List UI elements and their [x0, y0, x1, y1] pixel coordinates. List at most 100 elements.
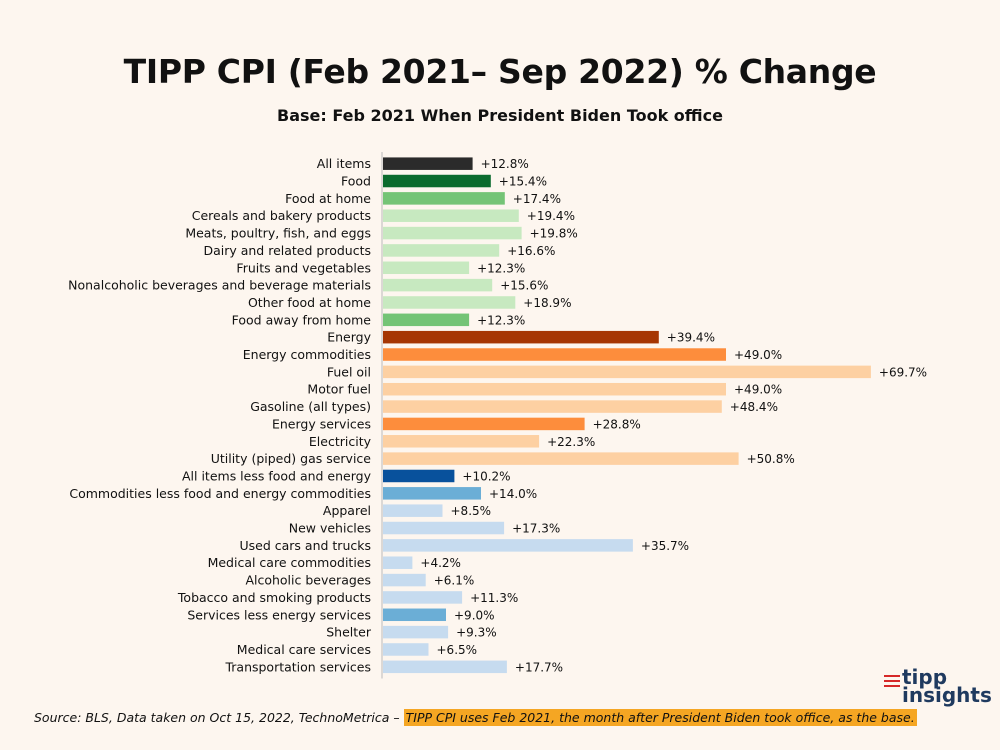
- chart-title: TIPP CPI (Feb 2021– Sep 2022) % Change: [123, 52, 877, 91]
- category-label: Tobacco and smoking products: [177, 590, 371, 605]
- bar: [383, 296, 516, 309]
- bar: [383, 435, 540, 448]
- bar: [383, 278, 493, 292]
- bar: [383, 573, 426, 587]
- value-label: +17.7%: [515, 660, 563, 674]
- value-label: +8.5%: [451, 504, 492, 518]
- value-label: +12.3%: [477, 313, 525, 327]
- category-label: Gasoline (all types): [250, 399, 371, 414]
- category-label: New vehicles: [289, 521, 371, 536]
- value-label: +11.3%: [470, 591, 518, 605]
- bar: [383, 400, 722, 413]
- value-label: +15.6%: [500, 279, 548, 293]
- bar: [383, 556, 413, 569]
- value-label: +14.0%: [489, 487, 537, 501]
- source-footer: Source: BLS, Data taken on Oct 15, 2022,…: [34, 709, 917, 726]
- category-label: Alcoholic beverages: [245, 573, 371, 588]
- value-label: +22.3%: [547, 435, 595, 449]
- value-label: +10.2%: [462, 469, 510, 483]
- bar: [383, 261, 470, 275]
- bar: [383, 487, 481, 500]
- bar: [383, 192, 505, 205]
- value-label: +6.5%: [437, 643, 478, 657]
- value-label: +17.3%: [512, 522, 560, 536]
- category-label: Shelter: [326, 625, 372, 640]
- bar: [383, 660, 507, 674]
- value-label: +12.3%: [477, 261, 525, 275]
- category-label: Used cars and trucks: [240, 538, 372, 553]
- category-label: Energy services: [272, 416, 371, 431]
- category-label: Cereals and bakery products: [192, 208, 371, 223]
- category-label: Other food at home: [248, 295, 371, 310]
- bar: [383, 330, 659, 344]
- category-label: Food away from home: [232, 312, 372, 327]
- bar: [383, 209, 519, 222]
- value-label: +15.4%: [499, 175, 547, 189]
- logo-word-insights: insights: [902, 683, 992, 707]
- value-label: +9.0%: [454, 608, 495, 622]
- bar: [383, 313, 470, 327]
- value-label: +6.1%: [434, 574, 475, 588]
- value-label: +12.8%: [481, 157, 529, 171]
- bar: [383, 157, 473, 170]
- value-label: +48.4%: [730, 400, 778, 414]
- value-label: +18.9%: [523, 296, 571, 310]
- bar: [383, 452, 739, 465]
- bar: [383, 365, 871, 379]
- value-label: +16.6%: [507, 244, 555, 258]
- bar: [383, 539, 633, 552]
- value-label: +49.0%: [734, 348, 782, 362]
- value-label: +35.7%: [641, 539, 689, 553]
- category-label: Fuel oil: [327, 364, 371, 379]
- bar: [383, 469, 455, 483]
- value-label: +49.0%: [734, 383, 782, 397]
- category-label: Utility (piped) gas service: [211, 451, 372, 466]
- value-label: +4.2%: [420, 556, 461, 570]
- bar: [383, 244, 500, 257]
- bar: [383, 348, 726, 361]
- chart-subtitle: Base: Feb 2021 When President Biden Took…: [277, 106, 723, 125]
- value-label: +50.8%: [747, 452, 795, 466]
- bar: [383, 521, 505, 535]
- source-highlight: TIPP CPI uses Feb 2021, the month after …: [403, 709, 917, 726]
- bar: [383, 625, 449, 639]
- category-label: Medical care services: [237, 642, 371, 657]
- bar: [383, 608, 446, 622]
- category-label: Dairy and related products: [203, 243, 371, 258]
- value-label: +28.8%: [593, 417, 641, 431]
- value-label: +9.3%: [456, 626, 497, 640]
- bar: [383, 226, 522, 240]
- value-label: +19.8%: [530, 227, 578, 241]
- bar: [383, 591, 463, 604]
- bar: [383, 382, 726, 396]
- value-label: +19.4%: [527, 209, 575, 223]
- source-text: Source: BLS, Data taken on Oct 15, 2022,…: [34, 710, 404, 725]
- category-label: Energy commodities: [243, 347, 371, 362]
- flag-icon: [884, 675, 900, 687]
- category-label: Food: [341, 174, 371, 189]
- value-label: +17.4%: [513, 192, 561, 206]
- category-label: Commodities less food and energy commodi…: [69, 486, 371, 501]
- bar: [383, 643, 429, 656]
- bar: [383, 504, 443, 517]
- category-label: All items less food and energy: [182, 468, 372, 483]
- category-label: Meats, poultry, fish, and eggs: [185, 226, 371, 241]
- category-label: Medical care commodities: [208, 555, 371, 570]
- category-label: Transportation services: [224, 659, 371, 674]
- value-label: +39.4%: [667, 331, 715, 345]
- category-label: Food at home: [285, 191, 371, 206]
- bar: [383, 417, 585, 431]
- category-label: Services less energy services: [187, 607, 371, 622]
- bar: [383, 174, 491, 188]
- category-label: Energy: [327, 330, 371, 345]
- category-label: Electricity: [309, 434, 372, 449]
- category-label: Nonalcoholic beverages and beverage mate…: [68, 278, 371, 293]
- value-label: +69.7%: [879, 365, 927, 379]
- category-label: All items: [317, 156, 371, 171]
- category-label: Apparel: [323, 503, 371, 518]
- category-label: Fruits and vegetables: [236, 260, 371, 275]
- tipp-insights-logo: tipp insights: [884, 665, 994, 708]
- category-label: Motor fuel: [307, 382, 371, 397]
- logo-word-tipp: tipp: [902, 665, 948, 689]
